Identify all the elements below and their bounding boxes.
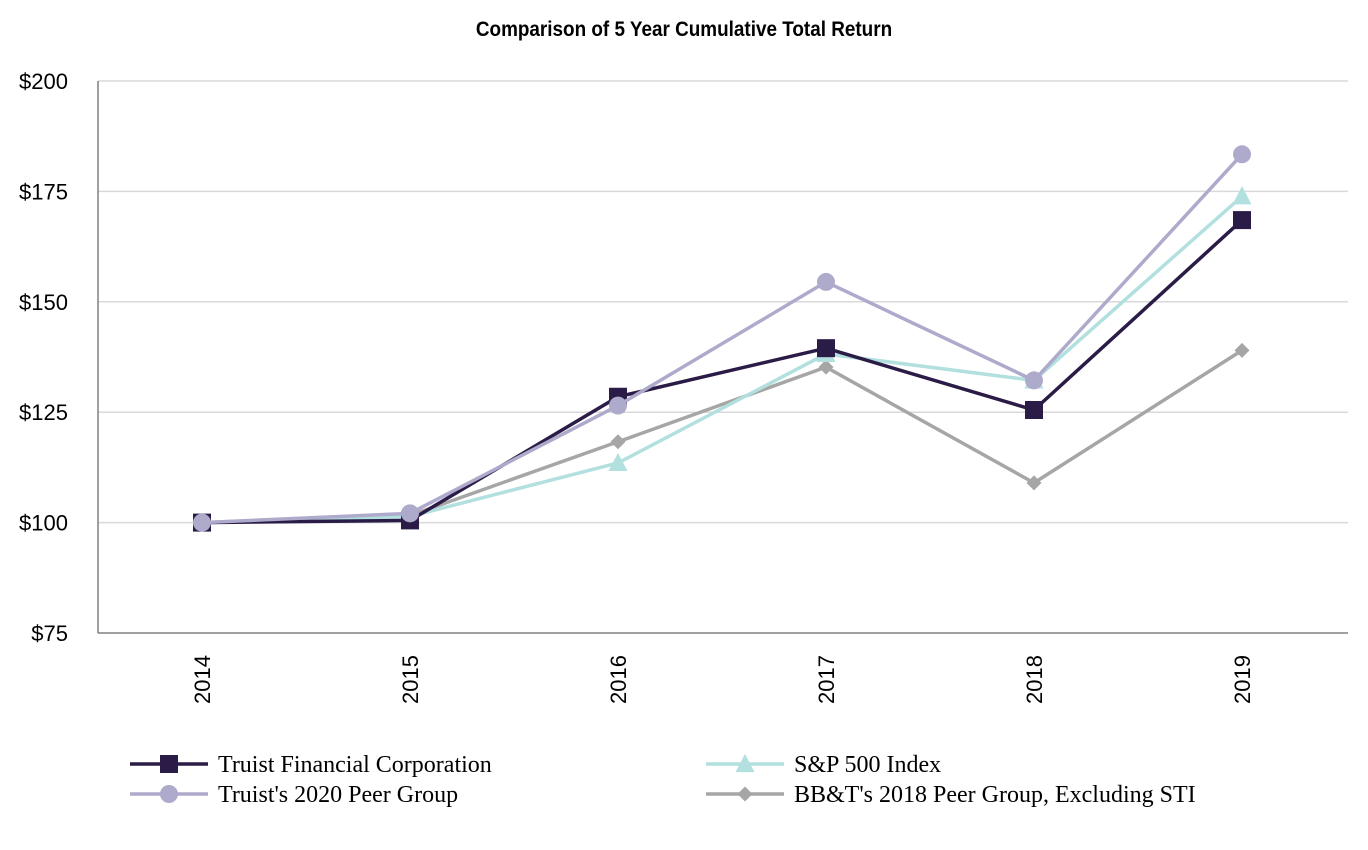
- marker-diamond: [818, 359, 834, 375]
- marker-circle: [160, 785, 178, 803]
- series-line: [201, 153, 1244, 525]
- series-line: [201, 194, 1244, 525]
- marker-circle: [817, 272, 835, 291]
- marker-diamond: [1026, 475, 1042, 491]
- marker-triangle: [1232, 186, 1252, 205]
- marker-circle: [193, 513, 211, 532]
- marker-circle: [1233, 145, 1251, 164]
- x-tick-label: 2014: [190, 655, 215, 704]
- marker-square: [1233, 211, 1251, 230]
- x-tick-label: 2019: [1230, 655, 1255, 704]
- marker-triangle: [608, 452, 628, 472]
- marker-diamond: [737, 786, 753, 802]
- legend-label: Truist's 2020 Peer Group: [218, 782, 458, 808]
- series-line: [201, 218, 1244, 525]
- y-tick-label: $75: [31, 621, 68, 646]
- legend-label: BB&T's 2018 Peer Group, Excluding STI: [794, 782, 1196, 808]
- y-tick-label: $200: [19, 69, 68, 94]
- x-tick-label: 2017: [814, 655, 839, 704]
- marker-square: [1025, 400, 1043, 419]
- marker-circle: [401, 504, 419, 523]
- y-tick-label: $125: [19, 400, 68, 425]
- y-tick-label: $175: [19, 179, 68, 204]
- legend-label: S&P 500 Index: [794, 752, 941, 778]
- y-tick-label: $150: [19, 290, 68, 315]
- y-tick-label: $100: [19, 511, 68, 536]
- marker-square: [817, 339, 835, 358]
- x-tick-label: 2016: [606, 655, 631, 704]
- marker-triangle: [735, 753, 755, 773]
- marker-circle: [1025, 371, 1043, 390]
- x-tick-label: 2015: [398, 655, 423, 704]
- series-line: [201, 348, 1243, 525]
- marker-diamond: [1234, 342, 1250, 358]
- marker-square: [160, 755, 178, 773]
- legend-label: Truist Financial Corporation: [218, 752, 492, 778]
- chart-title: Comparison of 5 Year Cumulative Total Re…: [475, 18, 893, 41]
- x-tick-label: 2018: [1022, 655, 1047, 704]
- marker-circle: [609, 396, 627, 415]
- marker-diamond: [610, 434, 626, 450]
